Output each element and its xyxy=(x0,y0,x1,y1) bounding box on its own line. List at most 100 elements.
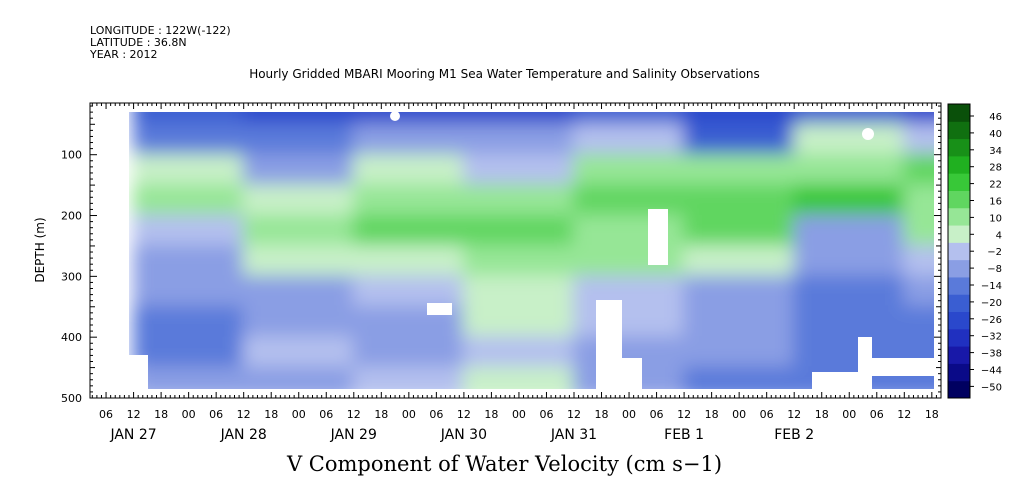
x-tick-label: 00 xyxy=(842,408,856,421)
velocity-cell xyxy=(242,123,355,156)
x-tick-label: 06 xyxy=(429,408,443,421)
colorbar-swatch xyxy=(948,328,970,347)
velocity-cell xyxy=(793,123,906,156)
x-tick-label: 18 xyxy=(925,408,939,421)
velocity-cell xyxy=(352,336,465,369)
data-gap xyxy=(390,111,400,121)
x-tick-label: 06 xyxy=(539,408,553,421)
velocity-cell xyxy=(132,123,245,156)
data-gap xyxy=(620,358,642,392)
velocity-cell xyxy=(352,184,465,217)
x-day-label: JAN 29 xyxy=(330,427,377,443)
data-gap xyxy=(648,209,668,265)
colorbar-swatch xyxy=(948,294,970,313)
velocity-cell xyxy=(352,153,465,187)
colorbar-swatch xyxy=(948,190,970,209)
velocity-cell xyxy=(572,244,686,278)
velocity-cell xyxy=(132,305,245,339)
velocity-cell xyxy=(352,366,465,389)
colorbar-label: 4 xyxy=(996,230,1002,241)
velocity-cell xyxy=(462,305,575,339)
velocity-cell xyxy=(572,112,686,126)
x-tick-label: 12 xyxy=(457,408,471,421)
velocity-cell xyxy=(683,153,796,187)
colorbar-swatch xyxy=(948,242,970,261)
velocity-cell xyxy=(132,366,245,389)
colorbar-label: −38 xyxy=(981,349,1002,360)
colorbar-swatch xyxy=(948,104,970,122)
data-gap xyxy=(596,300,622,392)
x-tick-label: 00 xyxy=(182,408,196,421)
colorbar-swatch xyxy=(948,225,970,243)
y-tick-label: 500 xyxy=(61,392,82,405)
colorbar-swatch xyxy=(948,138,970,157)
x-tick-label: 00 xyxy=(622,408,636,421)
colorbar-label: −2 xyxy=(987,247,1002,258)
velocity-cell xyxy=(903,305,934,339)
data-gap xyxy=(858,337,872,392)
velocity-cell xyxy=(683,214,796,247)
x-tick-label: 06 xyxy=(319,408,333,421)
velocity-cell xyxy=(462,214,575,247)
colorbar-label: −50 xyxy=(981,382,1002,393)
velocity-cell xyxy=(132,336,245,369)
colorbar-label: 22 xyxy=(989,180,1002,191)
colorbar-label: −44 xyxy=(981,366,1002,377)
x-tick-label: 12 xyxy=(677,408,691,421)
velocity-cell xyxy=(793,214,906,247)
x-axis: 06 12 18 00 06 12 18 00 06 12 18 00 06 12 18 00 06 12 18 00… xyxy=(91,103,939,443)
velocity-cell xyxy=(683,123,796,156)
velocity-cell xyxy=(572,305,686,339)
colorbar-swatch xyxy=(948,363,970,382)
velocity-cell xyxy=(793,275,906,308)
y-tick-label: 200 xyxy=(61,210,82,223)
velocity-cell xyxy=(352,275,465,308)
velocity-cell xyxy=(572,184,686,217)
velocity-cell xyxy=(352,112,465,126)
velocity-cell xyxy=(683,184,796,217)
velocity-cell xyxy=(572,123,686,156)
x-tick-label: 12 xyxy=(237,408,251,421)
velocity-cell xyxy=(683,275,796,308)
colorbar-label: −14 xyxy=(981,281,1002,292)
velocity-cell xyxy=(462,244,575,278)
velocity-cell xyxy=(793,184,906,217)
y-tick-label: 400 xyxy=(61,331,82,344)
data-gaps xyxy=(120,111,934,395)
velocity-cell xyxy=(903,184,934,217)
velocity-cell xyxy=(903,112,934,126)
velocity-cell xyxy=(242,112,355,126)
latitude-label: LATITUDE : 36.8N xyxy=(90,36,187,49)
velocity-cell xyxy=(242,366,355,389)
colorbar-label: 46 xyxy=(989,112,1002,123)
colorbar-swatch xyxy=(948,380,970,399)
velocity-cell xyxy=(462,366,575,389)
velocity-cell xyxy=(683,112,796,126)
colorbar-label: −8 xyxy=(987,264,1002,275)
velocity-cell xyxy=(132,112,245,126)
velocity-cell xyxy=(462,153,575,187)
velocity-cell xyxy=(132,153,245,187)
x-tick-label: 18 xyxy=(374,408,388,421)
velocity-cell xyxy=(903,123,934,156)
colorbar-label: −26 xyxy=(981,315,1002,326)
velocity-cell xyxy=(572,275,686,308)
data-gap xyxy=(812,372,862,392)
velocity-cell xyxy=(132,275,245,308)
velocity-cell xyxy=(242,214,355,247)
velocity-cell xyxy=(242,153,355,187)
velocity-cell xyxy=(793,153,906,187)
velocity-cell xyxy=(903,153,934,187)
colorbar-label: −20 xyxy=(981,298,1002,309)
velocity-cell xyxy=(242,244,355,278)
colorbar-label: 10 xyxy=(989,213,1002,224)
velocity-cell xyxy=(793,112,906,126)
colorbar-label: 40 xyxy=(989,129,1002,140)
velocity-cell xyxy=(132,214,245,247)
x-tick-label: 12 xyxy=(787,408,801,421)
y-tick-label: 300 xyxy=(61,270,82,283)
data-gap xyxy=(872,358,934,376)
colorbar-swatch xyxy=(948,346,970,364)
colorbar: 46 40 34 28 22 16 10 4 −2 −8 −14 −20 −26 −32 −38 −44 −50 xyxy=(947,103,1002,399)
